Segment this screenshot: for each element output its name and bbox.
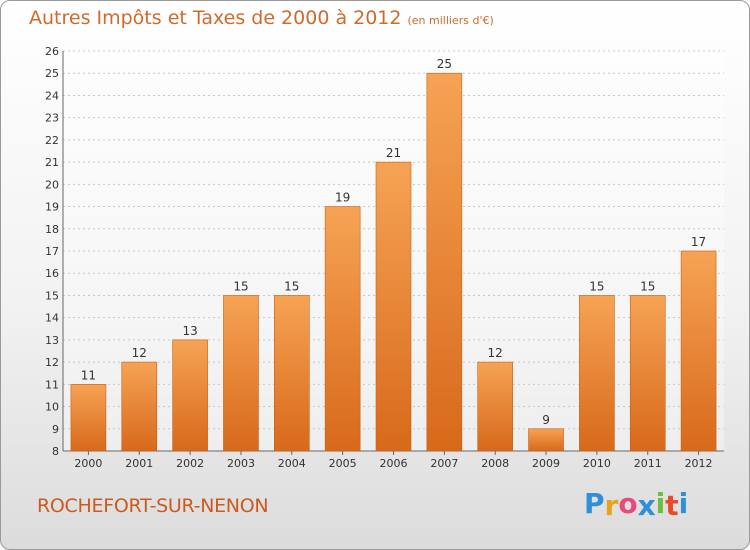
- bar: [70, 384, 107, 452]
- x-tick-label: 2004: [278, 457, 306, 470]
- bar: [223, 295, 259, 452]
- bar-value-label: 12: [132, 346, 147, 360]
- bar-value-label: 9: [542, 413, 550, 427]
- bar: [477, 361, 513, 452]
- x-tick-label: 2010: [583, 457, 611, 470]
- bar-value-label: 15: [640, 279, 655, 293]
- bar-value-label: 11: [81, 368, 96, 382]
- y-tick-label: 16: [45, 267, 59, 280]
- bar-value-label: 15: [233, 279, 248, 293]
- chart-title: Autres Impôts et Taxes de 2000 à 2012 (en…: [29, 7, 494, 29]
- bar: [375, 161, 412, 452]
- commune-name: ROCHEFORT-SUR-NENON: [37, 495, 269, 517]
- y-tick-label: 25: [45, 67, 59, 80]
- y-tick-label: 9: [52, 423, 59, 436]
- chart-unit: (en milliers d'€): [407, 14, 494, 27]
- bar: [680, 250, 717, 452]
- x-tick-label: 2002: [176, 457, 204, 470]
- chart-title-text: Autres Impôts et Taxes de 2000 à 2012: [29, 7, 402, 29]
- bar-value-label: 21: [386, 146, 401, 160]
- y-tick-label: 23: [45, 112, 59, 125]
- logo-letter: x: [637, 489, 656, 522]
- bar-value-label: 17: [691, 235, 706, 249]
- bar: [528, 428, 564, 452]
- y-tick-label: 20: [45, 178, 59, 191]
- bar-value-label: 15: [284, 279, 299, 293]
- y-tick-label: 17: [45, 245, 59, 258]
- y-tick-label: 14: [45, 312, 59, 325]
- logo-letter: i: [678, 487, 689, 520]
- y-tick-label: 12: [45, 356, 59, 369]
- bar-value-label: 13: [182, 324, 197, 338]
- logo-letter: t: [665, 489, 679, 522]
- logo-letter: o: [618, 487, 638, 520]
- bar-value-label: 15: [589, 279, 604, 293]
- x-tick-label: 2000: [74, 457, 102, 470]
- bar: [579, 295, 615, 452]
- x-tick-label: 2006: [380, 457, 408, 470]
- x-tick-label: 2003: [227, 457, 255, 470]
- x-tick-label: 2011: [634, 457, 662, 470]
- x-tick-label: 2005: [329, 457, 357, 470]
- bar: [426, 72, 463, 452]
- y-tick-label: 18: [45, 223, 59, 236]
- bar-value-label: 19: [335, 191, 350, 205]
- y-tick-label: 26: [45, 45, 59, 58]
- bar: [172, 339, 208, 452]
- y-tick-label: 24: [45, 89, 59, 102]
- x-tick-label: 2008: [481, 457, 509, 470]
- y-tick-label: 13: [45, 334, 59, 347]
- bar: [274, 295, 310, 452]
- y-tick-label: 11: [45, 378, 59, 391]
- y-tick-label: 15: [45, 289, 59, 302]
- bar: [629, 295, 666, 452]
- x-tick-label: 2007: [430, 457, 458, 470]
- y-tick-label: 8: [52, 445, 59, 458]
- logo-letter: r: [604, 489, 619, 522]
- y-tick-label: 21: [45, 156, 59, 169]
- logo-letter: i: [655, 487, 666, 520]
- bar-value-label: 12: [488, 346, 503, 360]
- bar: [324, 206, 361, 452]
- bar-value-label: 25: [437, 57, 452, 71]
- y-tick-label: 22: [45, 134, 59, 147]
- x-tick-label: 2001: [125, 457, 153, 470]
- bar: [121, 361, 158, 452]
- proxiti-logo: Proxiti: [584, 487, 689, 522]
- y-tick-label: 19: [45, 201, 59, 214]
- y-tick-label: 10: [45, 401, 59, 414]
- logo-letter: P: [584, 487, 605, 520]
- x-tick-label: 2012: [685, 457, 713, 470]
- x-tick-label: 2009: [532, 457, 560, 470]
